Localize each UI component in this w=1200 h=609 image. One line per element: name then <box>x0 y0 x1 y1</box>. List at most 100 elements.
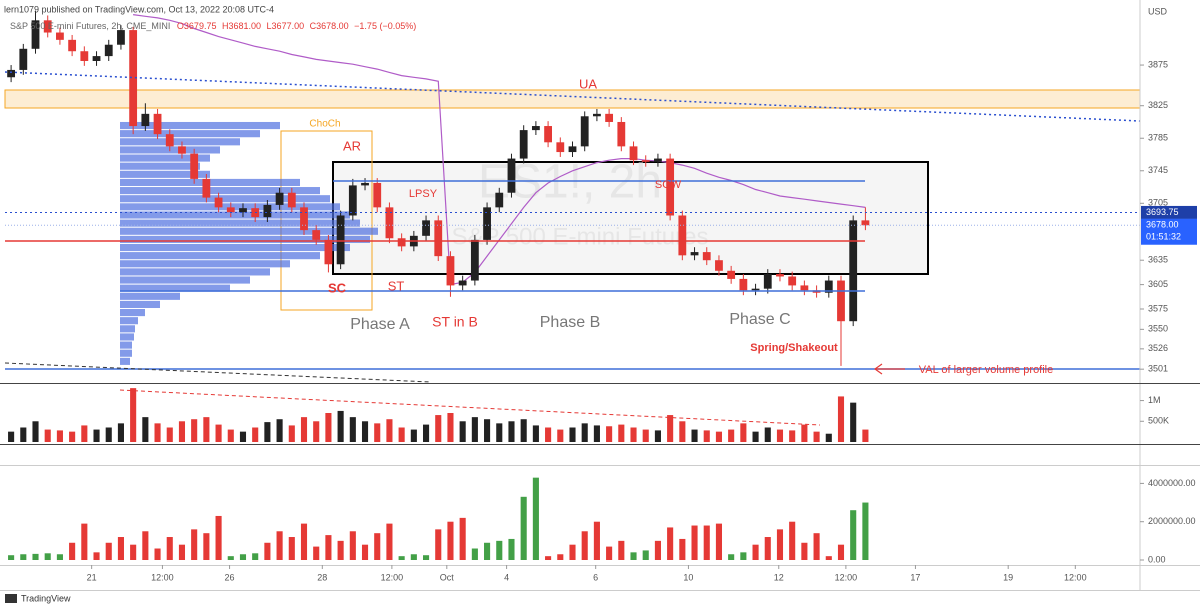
volume-bar <box>715 523 723 560</box>
volume-profile-bar <box>120 300 160 309</box>
candle-body <box>348 185 357 216</box>
candle-body <box>153 113 162 135</box>
y-tick-label: 3526 <box>1148 343 1168 353</box>
volume-bar <box>862 429 869 442</box>
volume-bar <box>557 554 564 560</box>
volume-bar <box>349 531 356 560</box>
publisher: lern1079 published on TradingView.com, O… <box>4 4 274 14</box>
volume-bar <box>642 550 649 560</box>
volume-bar <box>764 427 771 442</box>
volume-bar <box>239 431 247 442</box>
volume-profile-bar <box>120 211 350 219</box>
volume-bar <box>471 548 478 560</box>
volume-bar <box>215 424 222 442</box>
candle-body <box>495 192 504 208</box>
volume-bar <box>325 535 332 560</box>
volume-bar <box>471 417 478 442</box>
volume-bar <box>203 417 210 442</box>
x-tick-label: Oct <box>440 572 455 582</box>
volume-profile-bar <box>120 252 320 260</box>
candle-body <box>19 48 28 70</box>
volume-bar <box>740 423 747 442</box>
last-price-label: 3678.00 <box>1146 220 1179 230</box>
volume-bar <box>532 425 539 442</box>
volume-profile-bar <box>120 317 138 325</box>
volume-bar <box>484 542 491 560</box>
volume-bar <box>8 431 15 442</box>
volume-bar <box>728 429 735 442</box>
volume-profile-bar <box>120 284 230 292</box>
logo <box>5 594 17 603</box>
x-tick-label: 21 <box>87 572 97 582</box>
x-tick-label: 10 <box>683 572 693 582</box>
volume-bar <box>545 556 552 560</box>
volume-profile-bar <box>120 325 135 333</box>
candle-body <box>226 207 235 213</box>
candle-body <box>7 69 16 78</box>
symbol-legend: S&P 500 E-mini Futures, 2h, CME_MINI O36… <box>10 21 416 31</box>
volume-bar <box>252 427 259 442</box>
volume-bar <box>117 423 124 442</box>
volume-bar <box>837 544 845 560</box>
price-line-label: 3693.75 <box>1146 207 1179 217</box>
volume-bar <box>44 553 51 560</box>
volume-profile-bar <box>120 349 132 357</box>
x-tick-label: 28 <box>317 572 327 582</box>
volume-bar <box>764 537 771 560</box>
candle-body <box>531 126 540 131</box>
dashed-line <box>4 362 431 383</box>
volume-profile-bar <box>120 154 210 162</box>
ohlc-low: L3677.00 <box>267 21 305 31</box>
candle-body <box>446 256 455 286</box>
volume-bar <box>398 556 405 560</box>
phase-label: Phase C <box>729 311 790 328</box>
volume-bar <box>581 423 588 442</box>
volume-bar <box>557 429 564 442</box>
y-tick-label: 4000000.00 <box>1148 478 1196 488</box>
volume-bar <box>825 433 832 442</box>
volume-profile-bar <box>120 333 134 341</box>
y-tick-label: 3825 <box>1148 100 1168 110</box>
volume-bar <box>227 556 234 560</box>
volume-bar <box>435 415 442 442</box>
volume-profile-bar <box>120 170 210 178</box>
volume-bar <box>32 553 39 560</box>
candle-body <box>568 146 577 153</box>
candle-body <box>141 113 150 127</box>
watermark-ticker: ES1!, 2h <box>478 156 662 209</box>
volume-bar <box>398 427 405 442</box>
candle-body <box>837 280 845 322</box>
volume-bar <box>667 527 674 560</box>
plot-area <box>5 10 1140 560</box>
candle-body <box>190 153 199 179</box>
volume-bar <box>654 540 661 560</box>
candle-body <box>361 182 369 186</box>
candle-body <box>776 274 784 277</box>
volume-bar <box>691 525 698 560</box>
x-tick-label: 26 <box>225 572 235 582</box>
candle-body <box>287 192 296 208</box>
candle-body <box>324 239 333 265</box>
ohlc-open: O3679.75 <box>177 21 217 31</box>
volume-bar <box>447 521 454 560</box>
ohlc-close: C3678.00 <box>310 21 349 31</box>
volume-bar <box>203 533 210 560</box>
candle-body <box>763 274 772 289</box>
volume-bar <box>300 523 308 560</box>
countdown: 01:51:32 <box>1146 232 1181 242</box>
y-tick-label: 2000000.00 <box>1148 516 1196 526</box>
volume-bar <box>166 427 173 442</box>
volume-bar <box>679 421 686 442</box>
volume-bar <box>20 554 27 560</box>
volume-bar <box>813 431 820 442</box>
volume-bar <box>166 537 173 560</box>
volume-bar <box>178 421 186 442</box>
volume-bar <box>337 540 344 560</box>
volume-bar <box>581 531 588 560</box>
volume-bar <box>435 529 442 560</box>
volume-bar <box>20 427 27 442</box>
volume-bar <box>837 396 845 442</box>
candle-body <box>68 39 77 52</box>
candle-body <box>434 220 443 257</box>
